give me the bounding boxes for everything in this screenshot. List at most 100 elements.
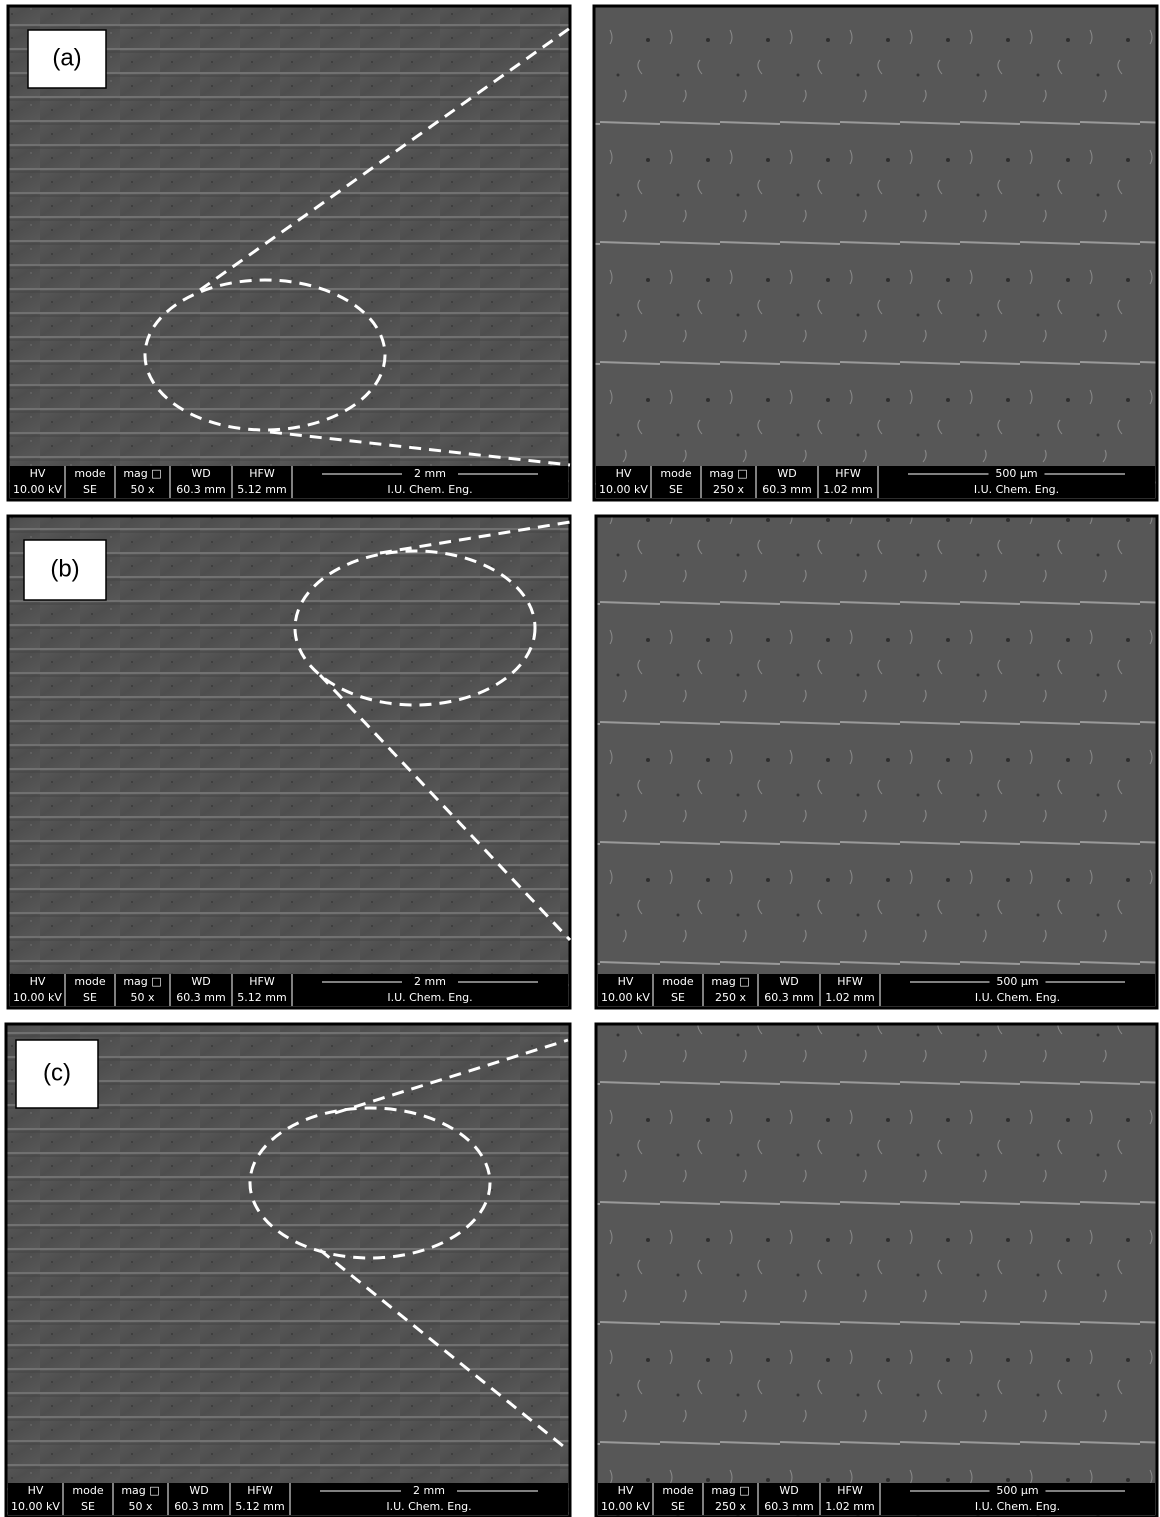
micrograph <box>594 1022 1159 1517</box>
zoom-line <box>334 1038 569 1115</box>
info-header: HFW <box>247 1484 273 1497</box>
zoom-line <box>199 26 571 292</box>
lab-name: I.U. Chem. Eng. <box>974 483 1059 496</box>
info-header: HFW <box>249 467 275 480</box>
info-value: 5.12 mm <box>237 483 286 496</box>
info-value: 60.3 mm <box>764 991 813 1004</box>
info-bar <box>598 1483 1155 1515</box>
info-header: HFW <box>837 975 863 988</box>
info-header: HV <box>30 467 46 480</box>
info-header: mode <box>72 1484 103 1497</box>
info-value: 250 x <box>713 483 744 496</box>
info-header: WD <box>777 467 796 480</box>
zoom-region <box>248 1106 492 1260</box>
micrograph <box>592 4 1159 502</box>
info-value: SE <box>669 483 683 496</box>
info-header: WD <box>191 975 210 988</box>
scale-label: 500 µm <box>995 467 1037 480</box>
scale-label-bg <box>401 1485 457 1497</box>
micrograph <box>594 514 1159 1010</box>
info-bar <box>10 466 568 498</box>
scale-label-bg <box>402 976 458 988</box>
info-value: 5.12 mm <box>237 991 286 1004</box>
info-value: SE <box>671 1500 685 1513</box>
lab-name: I.U. Chem. Eng. <box>975 1500 1060 1513</box>
info-value: 60.3 mm <box>174 1500 223 1513</box>
lab-name: I.U. Chem. Eng. <box>387 991 472 1004</box>
info-value: 10.00 kV <box>601 1500 650 1513</box>
info-header: WD <box>779 1484 798 1497</box>
info-value: 10.00 kV <box>13 991 62 1004</box>
info-header: mode <box>662 1484 693 1497</box>
info-header: HV <box>28 1484 44 1497</box>
info-value: 10.00 kV <box>599 483 648 496</box>
zoom-line <box>269 430 571 467</box>
info-header: mag □ <box>123 975 161 988</box>
zoom-region <box>143 278 387 432</box>
info-value: 50 x <box>128 1500 152 1513</box>
lab-name: I.U. Chem. Eng. <box>386 1500 471 1513</box>
scale-label: 2 mm <box>414 975 446 988</box>
info-bar <box>596 466 1155 498</box>
scale-label: 500 µm <box>996 975 1038 988</box>
info-value: 50 x <box>130 991 154 1004</box>
sem-image: HV 10.00 kV mode SE mag □ 250 x WD 60.3 mm HFW 1.… <box>592 4 1159 502</box>
info-header: HFW <box>835 467 861 480</box>
info-value: 10.00 kV <box>13 483 62 496</box>
scale-label-bg <box>989 976 1046 988</box>
info-header: WD <box>189 1484 208 1497</box>
label-box <box>27 29 107 89</box>
info-bar <box>598 974 1155 1006</box>
info-value: SE <box>671 991 685 1004</box>
sem-image: HV 10.00 kV mode SE mag □ 250 x WD 60.3 mm HFW 1.… <box>594 1022 1159 1517</box>
zoom-line <box>318 673 572 942</box>
info-header: mode <box>74 467 105 480</box>
info-header: mag □ <box>711 1484 749 1497</box>
info-header: HFW <box>837 1484 863 1497</box>
info-header: HV <box>618 975 634 988</box>
info-value: 10.00 kV <box>11 1500 60 1513</box>
info-value: 5.12 mm <box>235 1500 284 1513</box>
zoom-line <box>319 1248 569 1452</box>
info-value: 250 x <box>715 1500 746 1513</box>
micrograph <box>4 1022 572 1517</box>
info-header: mag □ <box>123 467 161 480</box>
scale-label-bg <box>989 1485 1046 1497</box>
info-value: 50 x <box>130 483 154 496</box>
info-header: WD <box>191 467 210 480</box>
label-box <box>15 1039 99 1109</box>
info-header: mode <box>74 975 105 988</box>
panel-label: (b) <box>50 555 79 582</box>
zoom-line <box>379 520 571 555</box>
info-value: SE <box>83 483 97 496</box>
info-bar <box>10 974 568 1006</box>
info-header: HFW <box>249 975 275 988</box>
info-value: 1.02 mm <box>825 1500 874 1513</box>
info-value: 10.00 kV <box>601 991 650 1004</box>
info-header: mag □ <box>711 975 749 988</box>
sem-image: HV 10.00 kV mode SE mag □ 50 x WD 60.3 mm HFW 5.1… <box>4 1022 572 1517</box>
info-header: HV <box>616 467 632 480</box>
info-header: mode <box>660 467 691 480</box>
lab-name: I.U. Chem. Eng. <box>387 483 472 496</box>
info-header: mode <box>662 975 693 988</box>
scale-label: 2 mm <box>413 1484 445 1497</box>
scale-label-bg <box>402 468 458 480</box>
lab-name: I.U. Chem. Eng. <box>975 991 1060 1004</box>
info-value: 60.3 mm <box>762 483 811 496</box>
scale-label: 500 µm <box>996 1484 1038 1497</box>
info-value: 250 x <box>715 991 746 1004</box>
info-value: 60.3 mm <box>764 1500 813 1513</box>
panel-label: (a) <box>52 44 81 71</box>
info-value: 1.02 mm <box>823 483 872 496</box>
info-header: mag □ <box>709 467 747 480</box>
sem-image: HV 10.00 kV mode SE mag □ 250 x WD 60.3 mm HFW 1.… <box>594 514 1159 1010</box>
scale-label: 2 mm <box>414 467 446 480</box>
zoom-region <box>293 549 537 707</box>
info-value: SE <box>83 991 97 1004</box>
info-value: 60.3 mm <box>176 991 225 1004</box>
info-header: HV <box>30 975 46 988</box>
info-header: HV <box>618 1484 634 1497</box>
info-value: 1.02 mm <box>825 991 874 1004</box>
